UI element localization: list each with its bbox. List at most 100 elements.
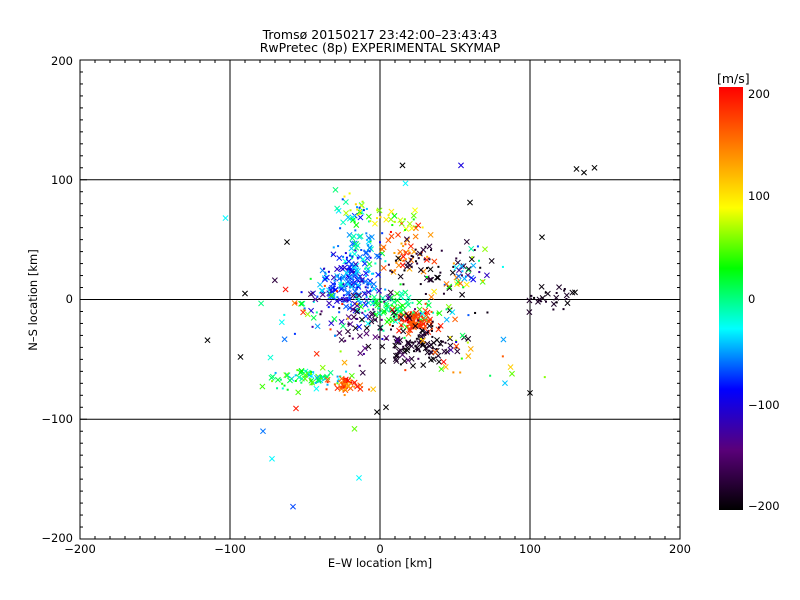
data-point — [395, 255, 402, 262]
data-point — [308, 372, 315, 379]
data-point — [286, 388, 289, 391]
data-point-stroke — [298, 367, 305, 374]
data-point-stroke — [362, 250, 369, 257]
data-point — [318, 297, 321, 300]
data-point — [339, 277, 342, 280]
data-point-stroke — [304, 311, 311, 318]
data-point — [340, 219, 347, 226]
data-point — [394, 318, 397, 321]
data-point-stroke — [319, 291, 326, 298]
data-point — [402, 345, 405, 348]
data-point-stroke — [403, 236, 410, 243]
data-point — [393, 358, 400, 365]
data-point — [466, 341, 469, 344]
data-point — [406, 321, 409, 324]
data-point — [341, 264, 348, 271]
data-point — [356, 323, 363, 330]
data-point — [414, 248, 417, 251]
data-point — [350, 381, 353, 384]
data-point — [550, 301, 557, 307]
data-point — [424, 333, 427, 336]
data-point-stroke — [332, 287, 339, 294]
data-point — [354, 203, 357, 206]
data-point-stroke — [357, 254, 364, 261]
data-point-stroke — [330, 281, 336, 288]
data-point-stroke — [434, 274, 440, 281]
data-point — [355, 292, 358, 295]
data-point — [425, 302, 432, 309]
data-point — [530, 294, 533, 297]
data-point-stroke — [356, 292, 363, 299]
data-point — [539, 295, 546, 301]
data-point-stroke — [401, 348, 408, 355]
data-point — [325, 388, 328, 391]
data-point-stroke — [347, 321, 354, 328]
data-point — [456, 283, 459, 286]
data-point — [418, 350, 421, 353]
data-point-stroke — [284, 372, 291, 379]
data-point — [271, 380, 274, 383]
data-point-stroke — [427, 316, 434, 323]
data-point — [553, 294, 560, 301]
data-point — [300, 381, 303, 384]
data-point-stroke — [440, 358, 447, 365]
data-point — [364, 267, 367, 270]
data-point — [404, 369, 407, 372]
data-point — [376, 310, 383, 317]
data-point — [434, 274, 440, 281]
data-point — [424, 245, 427, 248]
data-point — [345, 370, 348, 373]
data-point — [283, 372, 290, 379]
data-point — [349, 252, 352, 255]
data-point — [319, 313, 322, 316]
colorbar-tick-label: 200 — [748, 87, 770, 101]
data-point — [573, 166, 580, 172]
data-point-stroke — [507, 364, 514, 371]
data-point — [446, 285, 453, 292]
data-point — [353, 385, 356, 388]
data-point — [380, 358, 387, 365]
data-point-stroke — [385, 316, 392, 323]
data-point — [459, 251, 462, 254]
data-point — [409, 311, 412, 314]
data-point — [356, 256, 359, 259]
data-point — [388, 323, 391, 326]
data-point — [338, 336, 345, 343]
data-point — [449, 336, 452, 339]
data-point-stroke — [345, 328, 351, 335]
data-point-stroke — [342, 296, 349, 303]
data-point-stroke — [322, 276, 328, 283]
data-point — [415, 252, 418, 255]
data-point — [356, 317, 359, 320]
data-point — [389, 328, 392, 331]
data-point — [342, 282, 345, 285]
data-point — [327, 306, 330, 309]
data-point-stroke — [535, 298, 541, 305]
data-point — [476, 245, 479, 248]
data-point — [344, 262, 347, 265]
data-point-stroke — [349, 214, 356, 221]
data-point-stroke — [458, 162, 464, 169]
data-point-stroke — [390, 269, 397, 275]
data-point-stroke — [527, 389, 533, 396]
data-point — [409, 258, 412, 261]
data-point — [260, 428, 266, 435]
data-point — [350, 314, 357, 321]
data-point — [401, 358, 408, 365]
data-point-stroke — [350, 217, 356, 224]
data-point — [392, 335, 395, 338]
data-point — [369, 283, 372, 286]
data-point — [397, 217, 404, 224]
data-point — [341, 359, 348, 366]
data-points — [204, 162, 598, 510]
data-point — [347, 323, 350, 326]
data-point-stroke — [357, 214, 364, 221]
data-point — [464, 275, 467, 278]
data-point-stroke — [435, 326, 442, 333]
colorbar — [719, 87, 743, 510]
data-point-stroke — [366, 261, 373, 268]
data-point-stroke — [371, 285, 378, 292]
data-point-stroke — [293, 405, 299, 412]
data-point — [430, 248, 433, 251]
data-point — [363, 330, 370, 337]
